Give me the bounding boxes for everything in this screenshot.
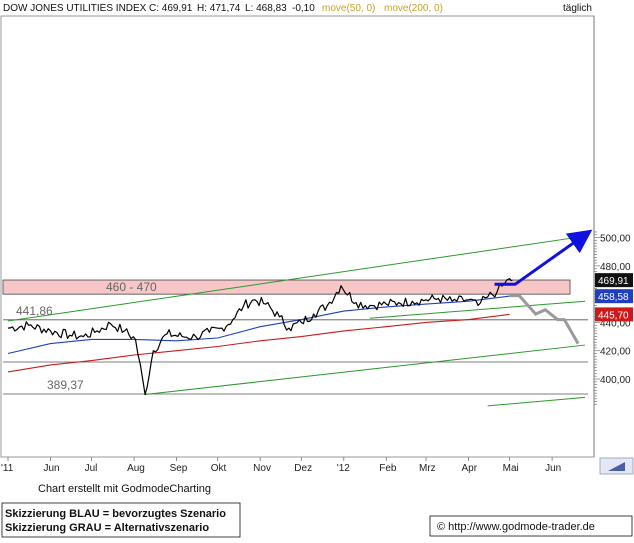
scenario-sketches <box>494 229 593 345</box>
trend-channel-lines <box>7 235 586 407</box>
price-series <box>7 278 513 396</box>
low-label: L: 468,83 <box>245 3 287 14</box>
y-tick-label: 420,00 <box>600 347 631 358</box>
x-tick-label: Feb <box>379 463 397 474</box>
level-label: 389,37 <box>47 378 84 392</box>
channel-line <box>7 235 586 322</box>
channel-line <box>487 396 586 407</box>
channel-line <box>144 344 586 396</box>
x-tick-label: Jul <box>85 463 98 474</box>
x-tick-label: Dez <box>294 463 312 474</box>
y-tick-label: 480,00 <box>600 262 631 273</box>
scroll-right-button[interactable] <box>599 457 634 475</box>
x-tick-label: Jun <box>545 463 561 474</box>
resistance-zone <box>2 279 571 295</box>
ma200-legend: move(200, 0) <box>384 3 443 14</box>
price-line <box>7 278 513 396</box>
level-label: 441,86 <box>16 304 53 318</box>
change-label: -0,10 <box>292 3 315 14</box>
y-tick-label: 500,00 <box>600 234 631 245</box>
resistance-zone-label: 460 - 470 <box>106 280 157 294</box>
x-tick-label: '11 <box>1 463 14 474</box>
blue-scenario-arrow <box>494 229 593 286</box>
ma50-line <box>7 295 510 355</box>
last-price-box: 469,91 <box>595 273 633 288</box>
horizontal-levels: 441,86 389,37 <box>3 304 588 395</box>
ma50-legend: move(50, 0) <box>322 3 375 14</box>
ma200-line <box>7 313 510 373</box>
y-tick-label: 400,00 <box>600 375 631 386</box>
y-tick-label: 440,00 <box>600 318 631 329</box>
legend-gray: Skizzierung GRAU = Alternativszenario <box>5 522 209 534</box>
copyright-box <box>429 515 633 537</box>
x-tick-label: Mai <box>503 463 519 474</box>
x-tick-label: Aug <box>127 463 145 474</box>
x-tick-label: Jun <box>43 463 59 474</box>
credit-text: Chart erstellt mit GodmodeCharting <box>38 483 211 495</box>
high-label: H: 471,74 <box>197 3 241 14</box>
ma50-value: 458,58 <box>598 292 629 303</box>
interval-label: täglich <box>563 3 592 14</box>
x-tick-label: Sep <box>170 463 188 474</box>
legend-blue: Skizzierung BLAU = bevorzugtes Szenario <box>5 508 226 520</box>
index-title: DOW JONES UTILITIES INDEX <box>3 3 147 14</box>
ma200-box: 445,70 <box>595 307 633 322</box>
scroll-arrow-icon <box>608 462 625 471</box>
plot-area <box>0 15 595 458</box>
x-tick-label: Apr <box>462 463 478 474</box>
x-tick-label: Mrz <box>419 463 436 474</box>
gray-scenario-path <box>509 294 580 345</box>
x-tick-label: Nov <box>253 463 271 474</box>
x-tick-label: Okt <box>211 463 227 474</box>
moving-averages <box>7 295 510 373</box>
x-axis: '11 Jun Jul Aug Sep Okt Nov Dez '12 Feb Mrz Apr Mai J… <box>1 457 561 474</box>
ma200-value: 445,70 <box>598 310 629 321</box>
legend-box <box>1 502 241 538</box>
copyright-text: © http://www.godmode-trader.de <box>437 521 595 533</box>
last-price-value: 469,91 <box>598 276 629 287</box>
channel-line <box>369 300 586 319</box>
close-label: C: 469,91 <box>149 3 193 14</box>
x-tick-label: '12 <box>337 463 350 474</box>
ma50-box: 458,58 <box>595 289 633 304</box>
